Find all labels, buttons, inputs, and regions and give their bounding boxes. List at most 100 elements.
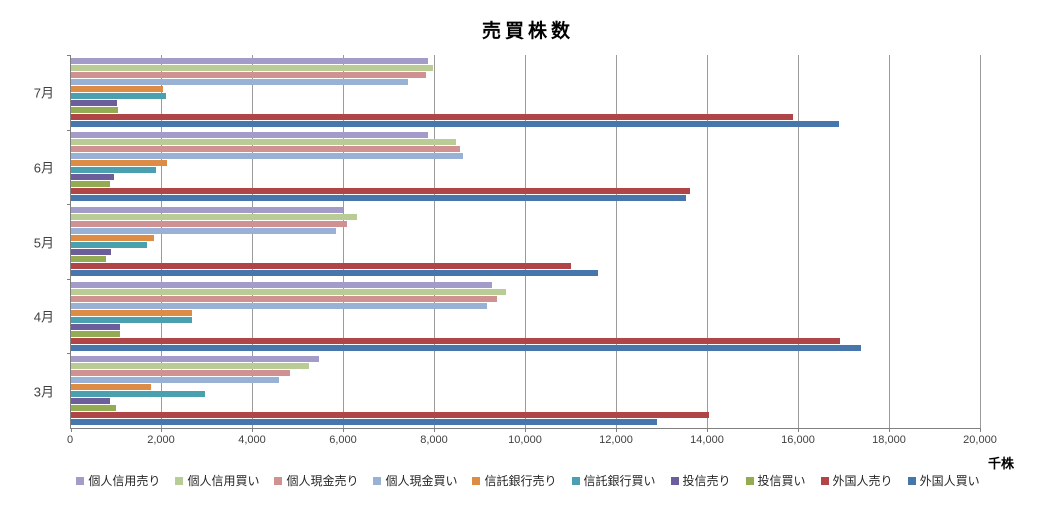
bar	[71, 64, 433, 71]
gridline	[525, 55, 526, 428]
bar	[71, 221, 347, 227]
category-label: 3月	[33, 384, 54, 400]
legend-label: 外国人買い	[919, 474, 980, 488]
bar	[71, 174, 114, 181]
category-axis-labels: 7月 6月 5月 4月 3月	[0, 55, 62, 428]
bar	[71, 99, 117, 106]
legend-label: 外国人売り	[832, 474, 893, 488]
legend-label: 投信売り	[682, 474, 731, 488]
legend-item: 投信買い	[745, 472, 806, 489]
x-axis-tick	[525, 428, 526, 432]
x-axis-tick-label: 16,000	[781, 434, 815, 446]
legend-label: 個人信用買い	[187, 474, 260, 488]
bar	[71, 412, 709, 419]
y-axis-tick	[67, 353, 71, 354]
x-axis-tick	[798, 428, 799, 432]
bar	[71, 256, 106, 262]
category-label: 6月	[33, 160, 54, 176]
bar	[71, 330, 120, 337]
x-axis-tick-label: 8,000	[420, 434, 448, 446]
legend-item: 外国人買い	[907, 472, 980, 489]
bar	[71, 316, 193, 323]
gridline	[707, 55, 708, 428]
axis-unit-label: 千株	[987, 456, 1014, 471]
bar	[71, 146, 461, 153]
legend-label: 信託銀行売り	[484, 474, 557, 488]
legend-item: 投信売り	[670, 472, 731, 489]
legend-label: 個人現金買い	[385, 474, 458, 488]
x-axis-tick	[616, 428, 617, 432]
legend-swatch-icon	[472, 476, 481, 485]
legend-swatch-icon	[745, 476, 754, 485]
legend-swatch-icon	[907, 476, 916, 485]
legend-swatch-icon	[175, 476, 184, 485]
bar	[71, 363, 309, 370]
chart-title: 売買株数	[481, 21, 574, 42]
legend-item: 個人信用買い	[175, 472, 259, 489]
x-axis-tick	[71, 428, 72, 432]
gridline	[343, 55, 344, 428]
legend-item: 個人現金買い	[373, 472, 457, 489]
bar	[71, 309, 193, 316]
legend-swatch-icon	[571, 476, 580, 485]
bar	[71, 419, 657, 426]
bar	[71, 92, 166, 99]
y-axis-tick	[67, 130, 71, 131]
x-axis-tick	[980, 428, 981, 432]
bar	[71, 214, 358, 220]
legend-item: 個人信用売り	[76, 472, 160, 489]
bar	[71, 377, 280, 384]
category-label: 4月	[33, 309, 54, 325]
legend-swatch-icon	[274, 476, 283, 485]
bar	[71, 57, 429, 64]
legend: 個人信用売り 個人信用買い 個人現金売り 個人現金買い 信託銀行売り 信託銀行買い 投信売り…	[0, 472, 1056, 489]
x-axis-tick	[252, 428, 253, 432]
bar	[71, 242, 147, 248]
legend-item: 個人現金売り	[274, 472, 358, 489]
legend-swatch-icon	[373, 476, 382, 485]
bar	[71, 344, 862, 351]
y-axis-tick	[67, 204, 71, 205]
bar	[71, 167, 157, 174]
bar	[71, 295, 497, 302]
bar	[71, 281, 493, 288]
category-label: 5月	[33, 235, 54, 250]
gridline	[980, 55, 981, 428]
bar	[71, 370, 291, 377]
bar	[71, 405, 117, 412]
bar	[71, 288, 506, 295]
bar	[71, 263, 572, 269]
gridline	[252, 55, 253, 428]
bar	[71, 113, 793, 120]
y-axis-tick	[67, 279, 71, 280]
bar	[71, 160, 168, 167]
x-axis-tick-label: 2,000	[147, 434, 175, 446]
bar	[71, 337, 840, 344]
x-axis-tick	[889, 428, 890, 432]
bar	[71, 181, 110, 188]
legend-swatch-icon	[76, 476, 85, 485]
bar	[71, 398, 110, 405]
legend-item: 信託銀行買い	[571, 472, 656, 489]
bar	[71, 235, 155, 241]
x-axis-tick-label: 6,000	[329, 434, 357, 446]
bar	[71, 188, 690, 195]
legend-label: 個人現金売り	[286, 474, 359, 488]
bar	[71, 195, 686, 202]
bar	[71, 207, 344, 213]
legend-label: 投信買い	[757, 474, 806, 488]
legend-item: 外国人売り	[820, 472, 893, 489]
x-axis-tick-label: 0	[66, 434, 74, 446]
legend-swatch-icon	[670, 476, 679, 485]
bar	[71, 384, 151, 391]
bar	[71, 132, 428, 139]
plot-area	[67, 55, 981, 432]
bar	[71, 302, 487, 309]
x-axis-tick	[161, 428, 162, 432]
gridline	[434, 55, 435, 428]
x-axis-tick-label: 12,000	[599, 434, 633, 446]
x-axis-tick	[707, 428, 708, 432]
gridline	[798, 55, 799, 428]
bar	[71, 228, 337, 234]
